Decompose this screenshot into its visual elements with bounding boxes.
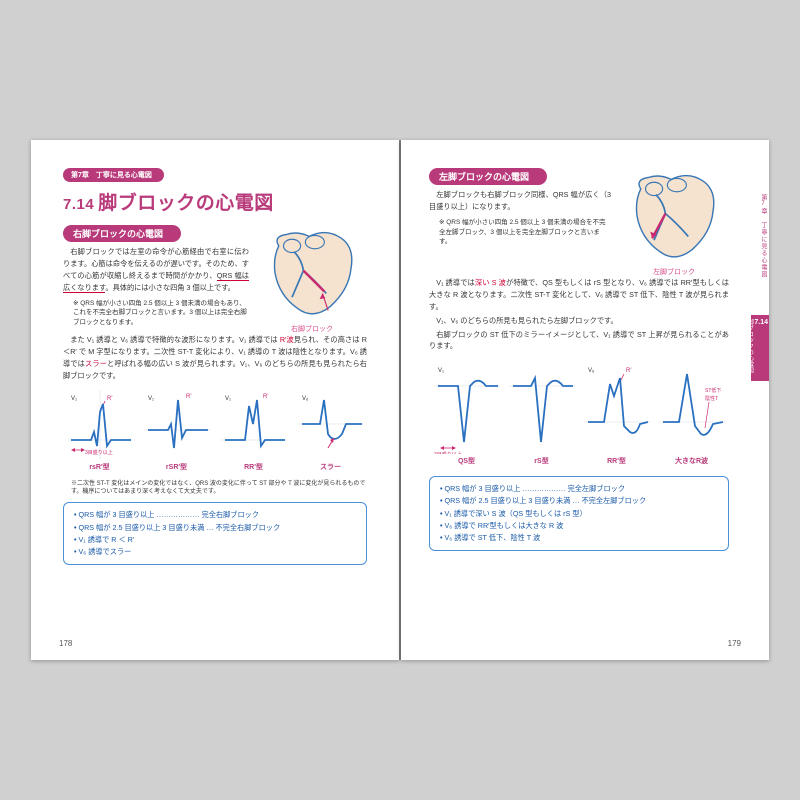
body-paragraph-2: また V₁ 誘導と V₆ 誘導で特徴的な波形になります。V₁ 誘導では R′波見…	[63, 334, 367, 382]
ecg-row-left: V₁ R′ 3目盛り以上 rsR′型 V₁ R′ rSR′型	[63, 390, 367, 472]
section-heading: 7.14脚ブロックの心電図	[63, 188, 367, 215]
svg-text:陰性T: 陰性T	[705, 395, 718, 402]
svg-text:R′: R′	[186, 394, 192, 400]
body-paragraph-r1: 左脚ブロックも右脚ブロック同様、QRS 幅が広く（3 目盛り以上）になります。	[429, 189, 611, 213]
ecg-rS: rS型	[504, 362, 579, 466]
svg-text:V₆: V₆	[302, 396, 309, 402]
svg-text:V₆: V₆	[588, 368, 595, 374]
book-spread: 第7章 丁寧に見る心電図 7.14脚ブロックの心電図 右脚ブロックの心電図 右脚…	[31, 140, 769, 660]
note-text: ※ QRS 幅が小さい四角 2.5 個以上 3 個未満の場合もあり、これを不完全…	[73, 299, 249, 328]
ecg-row-right: V₁ 3目盛り以上 QS型 rS型 V₆	[429, 362, 729, 466]
svg-text:R′: R′	[626, 368, 632, 374]
ecg-RR: V₁ R′ RR′型	[217, 390, 290, 472]
subsection-heading-right-bbb: 右脚ブロックの心電図	[63, 225, 181, 242]
side-tab-section: 7.14 脚ブロックの心電図	[751, 315, 769, 381]
subsection-heading-left-bbb: 左脚ブロックの心電図	[429, 168, 547, 185]
svg-text:3目盛り以上: 3目盛り以上	[85, 449, 113, 456]
svg-text:3目盛り以上: 3目盛り以上	[434, 451, 462, 454]
footnote: ※二次性 ST-T 変化はメインの変化ではなく、QRS 波の変化に伴って ST …	[71, 480, 367, 497]
svg-text:V₁: V₁	[438, 368, 444, 374]
page-right: 第7章 丁寧に見る心電図 7.14 脚ブロックの心電図 左脚ブロックの心電図 左…	[401, 140, 769, 660]
body-paragraph-r2: V₁ 誘導では深い S 波が特徴で、QS 型もしくは rS 型となり、V₆ 誘導…	[429, 277, 729, 352]
svg-text:V₁: V₁	[148, 396, 154, 402]
note-text-r: ※ QRS 幅が小さい四角 2.5 個以上 3 個未満の場合を不完全左脚ブロック…	[439, 218, 611, 247]
side-tab-chapter: 第7章 丁寧に見る心電図	[753, 190, 769, 286]
summary-box-right: QRS 幅が 3 目盛り以上 ……………… 完全左脚ブロック QRS 幅が 2.…	[429, 476, 729, 551]
chapter-label: 第7章 丁寧に見る心電図	[63, 168, 164, 182]
svg-text:R′: R′	[263, 394, 269, 400]
ecg-slur: V₆ スラー	[294, 390, 367, 472]
ecg-RR-right: V₆ R′ RR′型	[579, 362, 654, 466]
svg-text:V₁: V₁	[225, 396, 231, 402]
heart-diagram-right-block: 右脚ブロック	[257, 225, 367, 334]
page-number-left: 178	[59, 639, 72, 648]
ecg-QS: V₁ 3目盛り以上 QS型	[429, 362, 504, 466]
page-left: 第7章 丁寧に見る心電図 7.14脚ブロックの心電図 右脚ブロックの心電図 右脚…	[31, 140, 399, 660]
ecg-rSR: V₁ R′ rSR′型	[140, 390, 213, 472]
svg-text:ST低下: ST低下	[705, 387, 721, 394]
ecg-bigR: ST低下 陰性T 大きなR波	[654, 362, 729, 466]
heart-diagram-left-block: 左脚ブロック	[619, 168, 729, 277]
page-number-right: 179	[728, 639, 741, 648]
summary-box-left: QRS 幅が 3 目盛り以上 ……………… 完全右脚ブロック QRS 幅が 2.…	[63, 502, 367, 565]
svg-text:R′: R′	[107, 396, 113, 402]
body-paragraph: 右脚ブロックでは左室の命令が心筋経由で右室に伝わります。心筋は命令を伝えるのが遅…	[63, 246, 249, 294]
ecg-rsR: V₁ R′ 3目盛り以上 rsR′型	[63, 390, 136, 472]
svg-text:V₁: V₁	[71, 396, 77, 402]
